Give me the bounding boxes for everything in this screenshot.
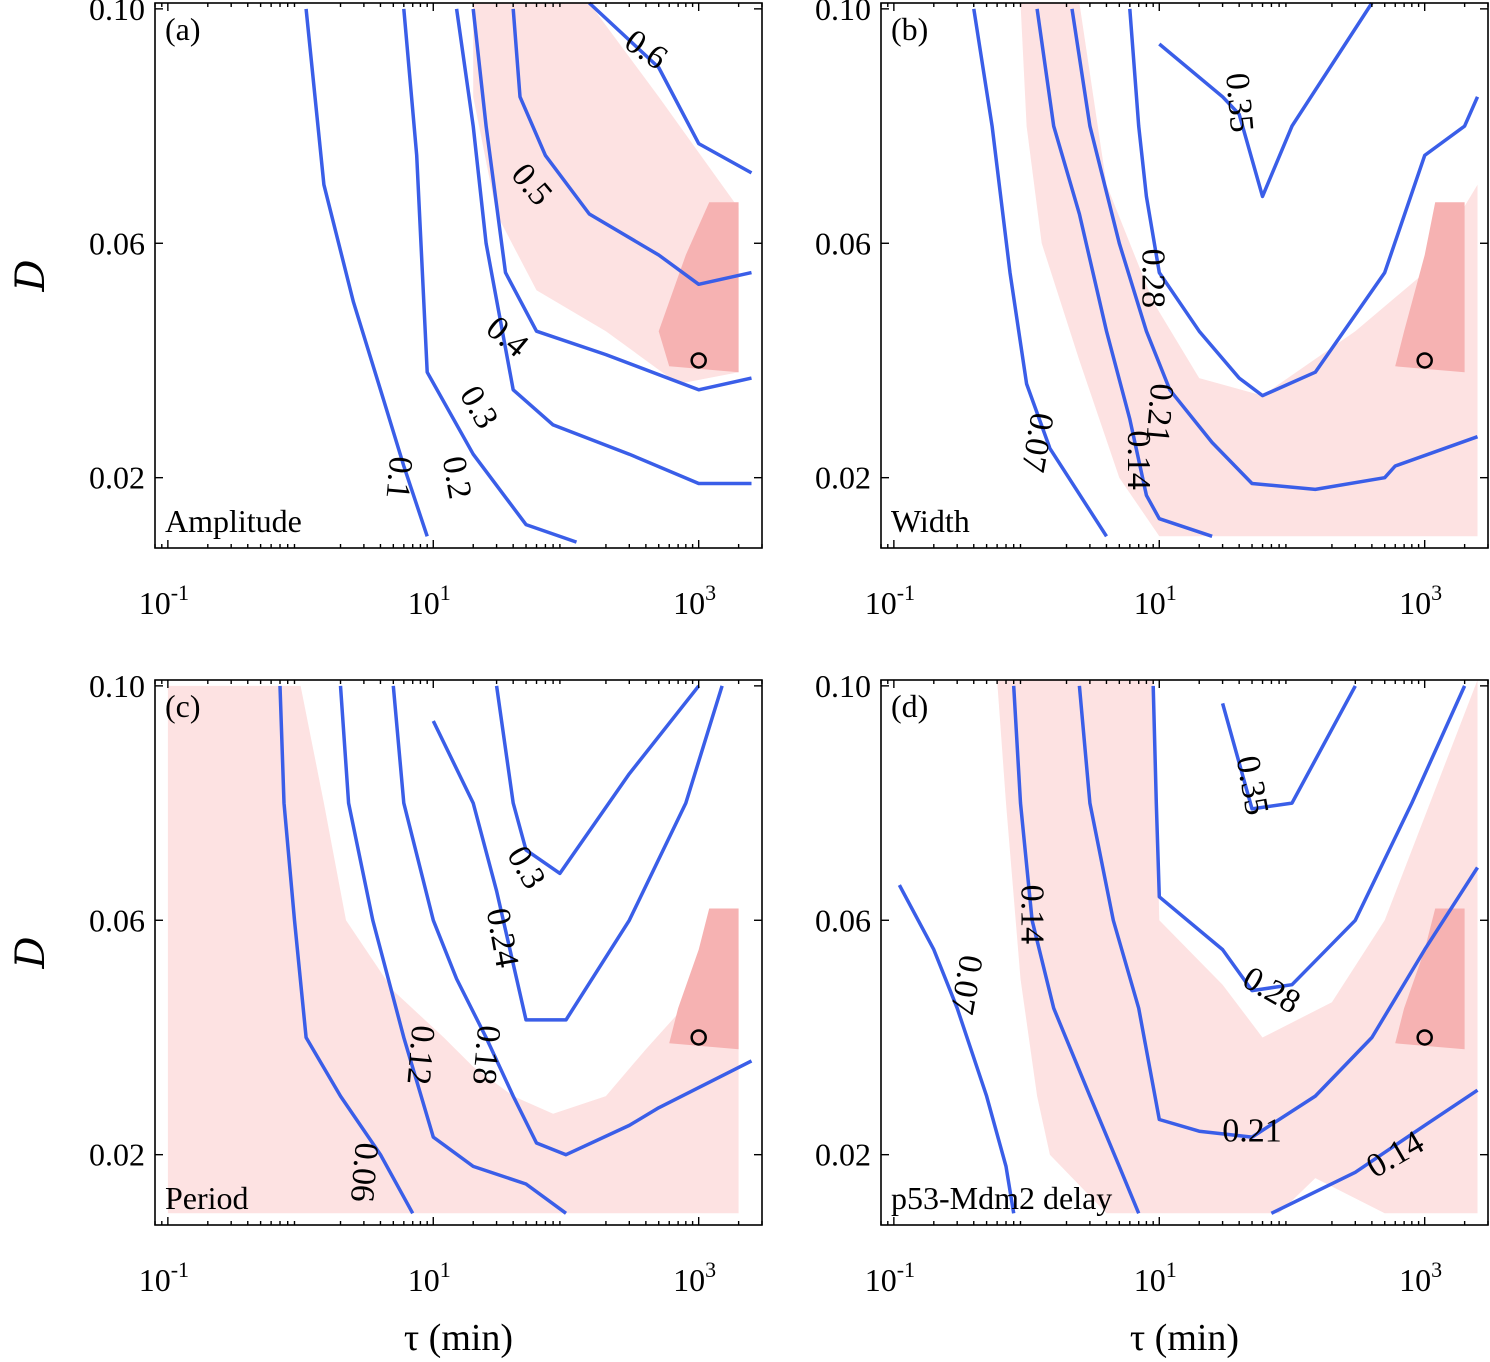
y-tick-label: 0.10 <box>89 0 145 27</box>
x-axis-label: τ (min) <box>404 1317 513 1359</box>
y-tick-label: 0.02 <box>815 1137 871 1173</box>
contour-line <box>1158 2 1374 199</box>
contour-label: 0.4 <box>479 309 535 365</box>
x-tick-label: 103 <box>673 1257 716 1298</box>
y-tick-label: 0.10 <box>815 668 871 704</box>
contour-line <box>1270 1088 1479 1215</box>
x-tick-label: 103 <box>1399 580 1442 621</box>
contour-label: 0.21 <box>1222 1113 1282 1150</box>
contour-label: 0.35 <box>1218 71 1260 133</box>
shaded-region-light <box>167 685 739 1214</box>
contour-label: 0.06 <box>343 1141 385 1203</box>
marker-circle <box>690 1029 707 1046</box>
x-tick-label: 101 <box>408 580 451 621</box>
contour-line <box>471 8 752 392</box>
axes-frame <box>880 2 1489 549</box>
shaded-region-dark <box>1395 908 1465 1050</box>
panel-title: p53-Mdm2 delay <box>891 1180 1112 1216</box>
x-tick-label: 103 <box>673 580 716 621</box>
contour-line <box>431 685 724 1022</box>
contour-line <box>1077 685 1479 1139</box>
y-tick-label: 0.06 <box>89 225 145 261</box>
contour-line <box>304 8 429 537</box>
contour-line <box>454 8 752 486</box>
y-tick-label: 0.10 <box>89 668 145 704</box>
panel-label: (b) <box>891 11 928 47</box>
panel-label: (c) <box>165 688 201 724</box>
shaded-region-dark <box>669 908 739 1050</box>
contour-line <box>511 8 752 287</box>
x-tick-label: 101 <box>1134 1257 1177 1298</box>
axes-frame <box>154 679 763 1226</box>
contour-line <box>1070 8 1479 492</box>
y-tick-label: 0.06 <box>815 902 871 938</box>
marker-circle <box>1416 352 1433 369</box>
y-axis-label: D <box>8 936 54 969</box>
contour-line <box>338 685 568 1215</box>
y-axis-label: D <box>8 259 54 292</box>
contour-label: 0.35 <box>1229 753 1276 818</box>
y-tick-label: 0.06 <box>815 225 871 261</box>
contour-line <box>402 8 578 544</box>
x-tick-label: 101 <box>408 1257 451 1298</box>
contour-line <box>1128 8 1480 398</box>
panel-title: Amplitude <box>165 503 302 539</box>
contour-line <box>494 684 701 876</box>
contour-label: 0.24 <box>479 905 526 970</box>
contour-line <box>1011 685 1141 1214</box>
contour-label: 0.21 <box>1138 382 1180 444</box>
y-tick-label: 0.10 <box>815 0 871 27</box>
contour-label: 0.07 <box>1014 410 1061 475</box>
contour-label: 0.2 <box>435 454 479 502</box>
shaded-region-dark <box>1395 202 1465 373</box>
axes-frame <box>880 679 1489 1226</box>
panel-2: 0.07 0.140.21 0.28 0.35 0.02 0.06 0.10 10-1 101 1… <box>815 0 1489 621</box>
contour-label: 0.3 <box>452 380 505 435</box>
contour-line <box>391 685 753 1157</box>
contour-label: 0.18 <box>465 1024 507 1086</box>
panel-label: (d) <box>891 688 928 724</box>
contour-line <box>1151 685 1467 993</box>
shaded-region-dark <box>658 202 739 373</box>
y-tick-label: 0.02 <box>89 460 145 496</box>
x-axis-label: τ (min) <box>1130 1317 1239 1359</box>
shaded-region-light <box>1020 3 1478 537</box>
panel-title: Period <box>165 1180 249 1216</box>
contour-line <box>972 8 1108 538</box>
panel-3: 0.06 0.12 0.18 0.24 0.3 0.02 0.06 0.10 10-1 101 10… <box>8 668 763 1359</box>
contour-line <box>1035 8 1213 538</box>
contour-label: 0.14 <box>1120 430 1157 490</box>
contour-label: 0.14 <box>1014 885 1051 945</box>
panel-label: (a) <box>165 11 201 47</box>
axes-frame <box>154 2 763 549</box>
x-tick-label: 10-1 <box>139 1257 189 1298</box>
contour-line <box>1220 685 1357 811</box>
y-tick-label: 0.06 <box>89 902 145 938</box>
panel-4: 0.070.140.210.280.350.140.020.060.1010-1… <box>815 668 1489 1359</box>
contour-label: 0.1 <box>379 455 420 501</box>
panel-title: Width <box>891 503 970 539</box>
contour-label: 0.3 <box>499 840 552 895</box>
contour-line <box>897 884 1016 1214</box>
x-tick-label: 103 <box>1399 1257 1442 1298</box>
contour-label: 0.12 <box>399 1024 441 1086</box>
x-tick-label: 10-1 <box>139 580 189 621</box>
contour-label: 0.07 <box>943 952 990 1017</box>
x-tick-label: 101 <box>1134 580 1177 621</box>
marker-circle <box>690 352 707 369</box>
shaded-region-light <box>473 3 739 384</box>
contour-line <box>588 1 753 175</box>
shaded-region-light <box>997 680 1478 1214</box>
marker-circle <box>1416 1029 1433 1046</box>
contour-label: 0.28 <box>1236 960 1306 1022</box>
x-tick-label: 10-1 <box>865 1257 915 1298</box>
contour-line <box>278 685 415 1215</box>
y-tick-label: 0.02 <box>815 460 871 496</box>
contour-label: 0.28 <box>1135 249 1172 309</box>
x-tick-label: 10-1 <box>865 580 915 621</box>
y-tick-label: 0.02 <box>89 1137 145 1173</box>
